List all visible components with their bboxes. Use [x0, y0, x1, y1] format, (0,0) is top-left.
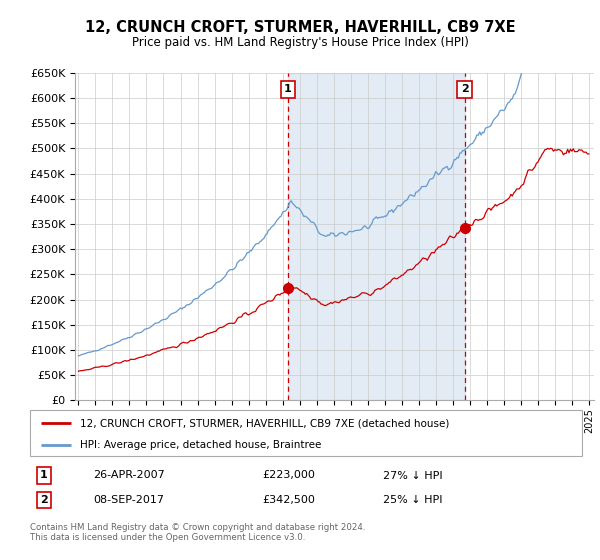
Bar	[288, 73, 464, 400]
Text: 12, CRUNCH CROFT, STURMER, HAVERHILL, CB9 7XE (detached house): 12, CRUNCH CROFT, STURMER, HAVERHILL, CB…	[80, 418, 449, 428]
Text: HPI: Average price, detached house, Braintree: HPI: Average price, detached house, Brai…	[80, 440, 321, 450]
Text: 2: 2	[40, 495, 47, 505]
Text: £223,000: £223,000	[262, 470, 315, 480]
Text: 27% ↓ HPI: 27% ↓ HPI	[383, 470, 443, 480]
Text: Price paid vs. HM Land Registry's House Price Index (HPI): Price paid vs. HM Land Registry's House …	[131, 36, 469, 49]
Text: 26-APR-2007: 26-APR-2007	[94, 470, 165, 480]
Text: 12, CRUNCH CROFT, STURMER, HAVERHILL, CB9 7XE: 12, CRUNCH CROFT, STURMER, HAVERHILL, CB…	[85, 20, 515, 35]
Text: £342,500: £342,500	[262, 495, 315, 505]
Text: 25% ↓ HPI: 25% ↓ HPI	[383, 495, 443, 505]
Text: 2: 2	[461, 84, 469, 94]
Text: 1: 1	[284, 84, 292, 94]
Text: 08-SEP-2017: 08-SEP-2017	[94, 495, 164, 505]
FancyBboxPatch shape	[30, 410, 582, 456]
Text: Contains HM Land Registry data © Crown copyright and database right 2024.
This d: Contains HM Land Registry data © Crown c…	[30, 523, 365, 543]
Text: 1: 1	[40, 470, 47, 480]
